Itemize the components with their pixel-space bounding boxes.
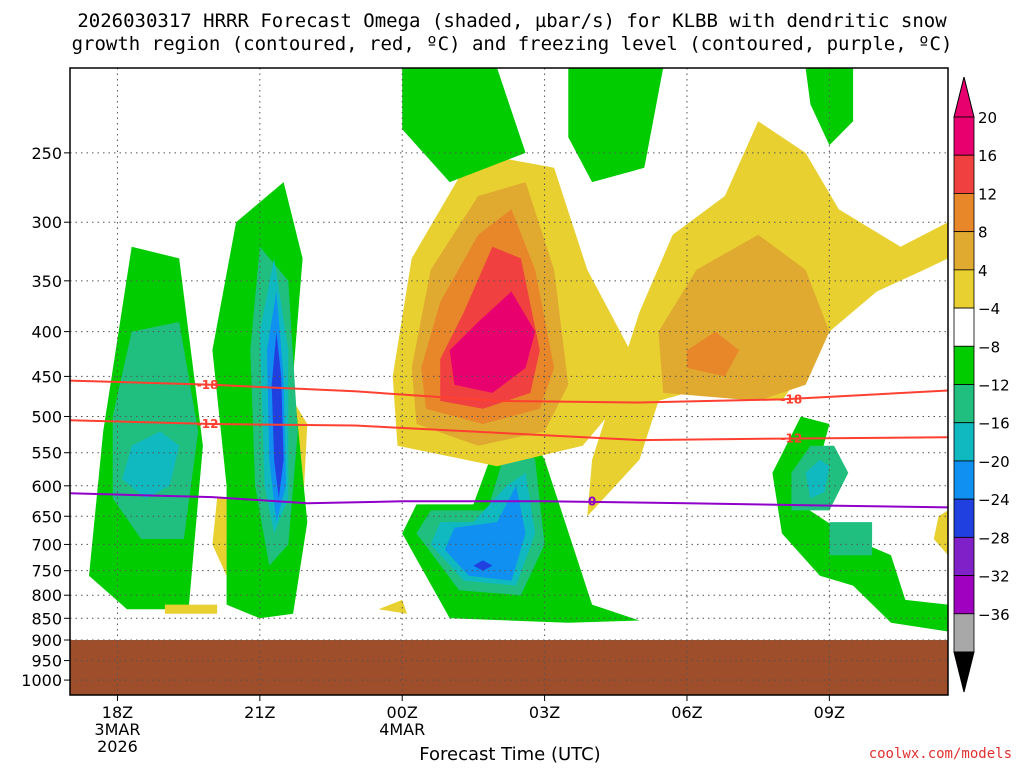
colorbar-swatch-5 (953, 307, 975, 347)
y-tick-label-450: 450 (31, 367, 62, 386)
colorbar-swatch-9 (953, 460, 975, 500)
colorbar-swatch-2 (953, 193, 975, 233)
colorbar-label-11: −28 (978, 529, 1010, 547)
x-tick-label-00Z: 00Z (387, 703, 418, 722)
omega-region--12 (829, 522, 873, 556)
colorbar-label-2: 12 (978, 185, 997, 203)
omega-field (89, 68, 948, 632)
x-tick-year-18Z: 2026 (97, 737, 138, 756)
colorbar: 20 16 12 8 4 −4 −8 −12 −16 −20 −24 −28 −32 −36 (953, 76, 1010, 693)
colorbar-label-8: −16 (978, 415, 1010, 433)
y-tick-label-950: 950 (31, 652, 62, 671)
omega-region--16 (805, 459, 830, 499)
y-tick-label-500: 500 (31, 407, 62, 426)
omega-region-4 (933, 510, 948, 556)
contour-label--18: -18 (781, 392, 803, 406)
colorbar-swatch-3 (953, 231, 975, 271)
colorbar-swatch-6 (953, 345, 975, 385)
ground-area (70, 640, 948, 695)
credit-link[interactable]: coolwx.com/models (868, 746, 1012, 762)
contour-lines: -18 -18 -12 -12 0 (70, 378, 948, 509)
y-tick-label-650: 650 (31, 507, 62, 526)
y-tick-label-350: 350 (31, 272, 62, 291)
contour-label--18: -18 (197, 378, 219, 392)
omega-region--8 (402, 68, 526, 183)
y-tick-label-550: 550 (31, 444, 62, 463)
omega-region-20 (449, 291, 536, 393)
contour-dendritic--18 (70, 379, 948, 404)
plot-frame (69, 67, 949, 696)
colorbar-swatch-12 (953, 575, 975, 615)
colorbar-label-6: −8 (978, 338, 1000, 356)
x-tick-date-00Z: 4MAR (379, 720, 425, 739)
y-tick-label-1000: 1000 (21, 671, 62, 690)
omega-region-12 (687, 331, 740, 377)
y-axis: 250 300 350 400 450 500 550 600 650 700 750 800 850 9… (21, 144, 70, 690)
colorbar-label-0: 20 (978, 109, 997, 127)
grid-lines (70, 68, 948, 695)
y-tick-label-750: 750 (31, 562, 62, 581)
colorbar-label-10: −24 (978, 491, 1010, 509)
omega-region--8 (772, 416, 948, 632)
omega-region--16 (122, 431, 180, 499)
y-tick-label-300: 300 (31, 213, 62, 232)
omega-region-4 (378, 599, 407, 614)
colorbar-swatch-1 (953, 154, 975, 194)
colorbar-label-13: −36 (978, 606, 1010, 624)
omega-region--24 (473, 560, 493, 571)
omega-region--24 (271, 331, 284, 499)
x-axis-title: Forecast Time (UTC) (419, 744, 601, 765)
contour-label--12: -12 (781, 432, 803, 446)
colorbar-swatch-4 (953, 269, 975, 309)
colorbar-bottom-arrow (953, 651, 975, 693)
colorbar-label-3: 8 (978, 224, 988, 242)
colorbar-swatch-13 (953, 613, 975, 653)
colorbar-swatch-7 (953, 384, 975, 424)
colorbar-label-12: −32 (978, 568, 1010, 586)
omega-region--20 (444, 485, 526, 581)
y-tick-label-800: 800 (31, 586, 62, 605)
colorbar-label-7: −12 (978, 377, 1010, 395)
colorbar-swatch-8 (953, 422, 975, 462)
colorbar-label-4: 4 (978, 262, 988, 280)
colorbar-label-1: 16 (978, 147, 997, 165)
colorbar-label-9: −20 (978, 453, 1010, 471)
chart-title-line2: growth region (contoured, red, ºC) and f… (71, 33, 953, 55)
colorbar-top-arrow (953, 76, 975, 118)
contour-dendritic--12 (70, 419, 948, 442)
x-tick-label-09Z: 09Z (814, 703, 845, 722)
colorbar-label-5: −4 (978, 300, 1000, 318)
x-tick-label-06Z: 06Z (671, 703, 702, 722)
contour-label--12: -12 (197, 417, 219, 431)
colorbar-swatch-11 (953, 536, 975, 576)
contour-label-0: 0 (588, 494, 596, 508)
y-tick-label-900: 900 (31, 631, 62, 650)
y-tick-label-400: 400 (31, 323, 62, 342)
omega-region-4 (164, 604, 218, 614)
y-tick-label-600: 600 (31, 477, 62, 496)
below-ground-shading (70, 640, 948, 695)
omega-region--8 (568, 68, 664, 183)
colorbar-swatch-0 (953, 116, 975, 156)
y-tick-label-850: 850 (31, 609, 62, 628)
y-tick-label-250: 250 (31, 144, 62, 163)
x-tick-label-21Z: 21Z (244, 703, 275, 722)
x-tick-label-18Z: 18Z (102, 703, 133, 722)
y-tick-label-700: 700 (31, 535, 62, 554)
x-tick-label-03Z: 03Z (529, 703, 560, 722)
colorbar-swatch-10 (953, 498, 975, 538)
x-tick-date-18Z: 3MAR (94, 720, 140, 739)
chart-title-line1: 2026030317 HRRR Forecast Omega (shaded, … (77, 10, 947, 32)
contour-freezing-0 (70, 492, 948, 509)
